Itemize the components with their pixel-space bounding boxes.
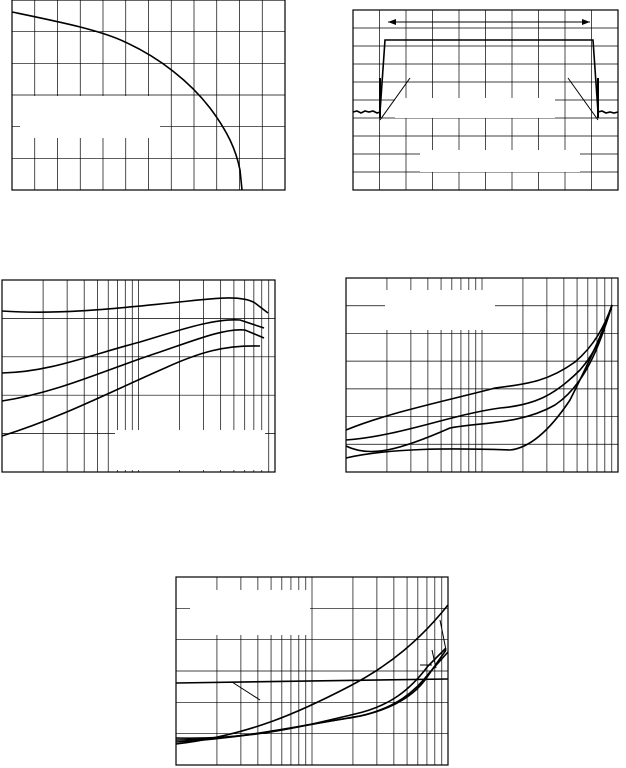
legend-area (395, 98, 555, 118)
curve (1, 345, 261, 437)
legend-area (115, 430, 265, 470)
curve (175, 649, 447, 741)
curve (175, 678, 449, 684)
curve (1, 297, 269, 314)
curve (345, 304, 613, 459)
curve (11, 11, 243, 191)
legend-area (385, 290, 495, 330)
curve (1, 318, 265, 374)
plot-frame (345, 277, 619, 473)
pointer (379, 77, 411, 121)
pointer (431, 649, 437, 669)
legend-area (190, 590, 310, 635)
plot-frame (175, 576, 449, 766)
legend-area (20, 96, 160, 138)
legend-area (420, 150, 580, 172)
curve (175, 647, 447, 740)
curve (1, 329, 265, 402)
pointer (231, 681, 261, 701)
plot-frame (352, 9, 619, 191)
curve (345, 304, 613, 453)
curve (175, 604, 449, 745)
pointer (567, 77, 599, 121)
pointer (439, 619, 447, 651)
curve (345, 304, 613, 431)
curve (352, 39, 619, 114)
plot-frame (1, 279, 276, 473)
plot-frame (11, 0, 286, 191)
